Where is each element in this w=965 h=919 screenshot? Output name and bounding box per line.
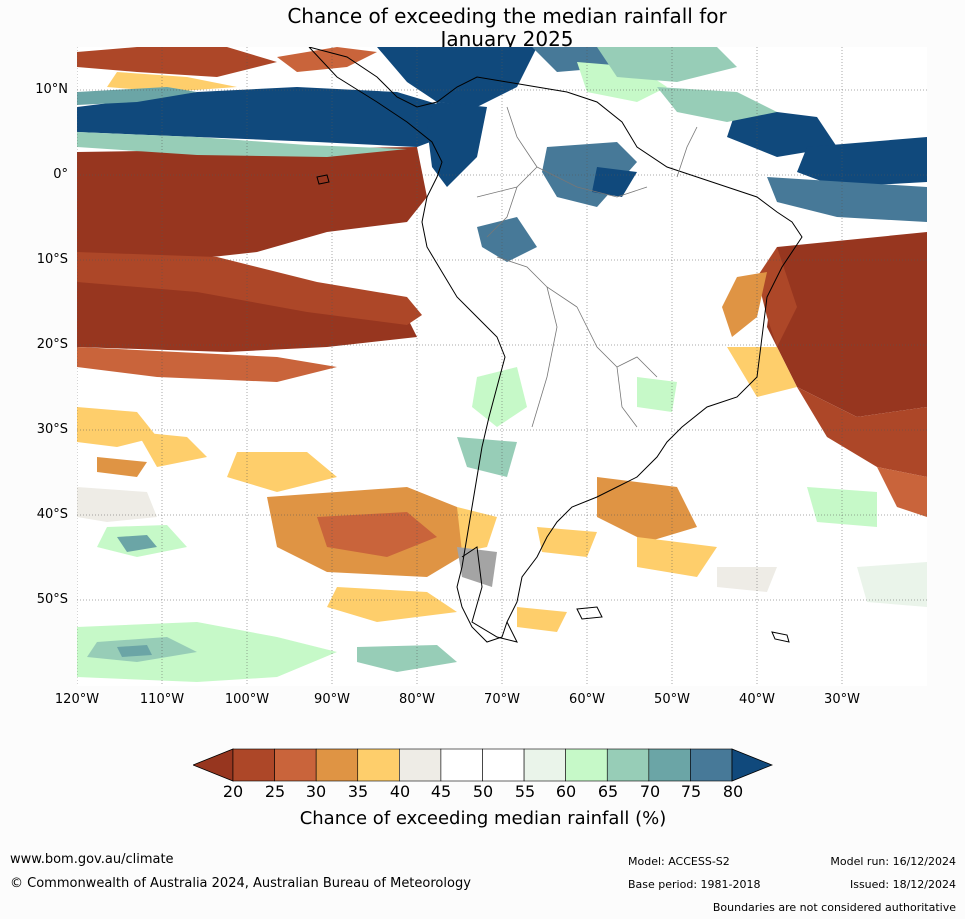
lon-label-120w: 120°W: [54, 692, 100, 707]
colorbar-segment: [690, 748, 733, 782]
dry-band-pacific-3: [77, 252, 422, 325]
colorbar-tick-30: 30: [305, 782, 327, 801]
colorbar-over-arrow: [731, 748, 774, 782]
meta-disclaimer: Boundaries are not considered authoritat…: [712, 901, 956, 914]
dry-edge-pacific: [77, 347, 337, 382]
colorbar-tick-40: 40: [389, 782, 411, 801]
lat-label-50s: 50°S: [36, 592, 68, 607]
lon-label-30w: 30°W: [824, 692, 860, 707]
colorbar-tick-50: 50: [472, 782, 494, 801]
lat-label-40s: 40°S: [36, 507, 68, 522]
meta-issued: Issued: 18/12/2024: [849, 878, 956, 891]
lon-label-60w: 60°W: [569, 692, 605, 707]
chart-title-line1: Chance of exceeding the median rainfall …: [287, 4, 727, 28]
colorbar-tick-70: 70: [639, 782, 661, 801]
colorbar-tick-25: 25: [264, 782, 286, 801]
colorbar-segment: [648, 748, 691, 782]
lon-label-110w: 110°W: [139, 692, 185, 707]
lat-label-0: 0°: [53, 167, 68, 182]
wet-band-itcz: [77, 87, 457, 147]
colorbar-segment: [357, 748, 400, 782]
colorbar-tick-20: 20: [222, 782, 244, 801]
meta-model-run: Model run: 16/12/2024: [830, 855, 956, 868]
meta-model: Model: ACCESS-S2: [628, 855, 730, 868]
dry-top-pacific: [77, 47, 277, 77]
lat-label-20s: 20°S: [36, 337, 68, 352]
lon-label-90w: 90°W: [314, 692, 350, 707]
lon-label-80w: 80°W: [399, 692, 435, 707]
colorbar-label: Chance of exceeding median rainfall (%): [299, 808, 667, 829]
colorbar: [191, 748, 774, 786]
meta-base-period: Base period: 1981-2018: [628, 878, 761, 891]
coastline-south-america: [308, 47, 803, 643]
colorbar-tick-75: 75: [680, 782, 702, 801]
lon-label-100w: 100°W: [224, 692, 270, 707]
colorbar-tick-80: 80: [722, 782, 744, 801]
colorbar-tick-60: 60: [555, 782, 577, 801]
colorbar-segment: [523, 748, 566, 782]
chart-title-line2: January 2025: [440, 27, 574, 51]
colorbar-segment: [440, 748, 483, 782]
lon-label-40w: 40°W: [739, 692, 775, 707]
colorbar-segment: [606, 748, 650, 782]
colorbar-tick-55: 55: [514, 782, 536, 801]
rainfall-map: [77, 47, 927, 686]
lon-label-70w: 70°W: [484, 692, 520, 707]
lat-label-10n: 10°N: [35, 82, 68, 97]
footer-url[interactable]: www.bom.gov.au/climate: [10, 852, 174, 867]
colorbar-under-arrow: [191, 748, 234, 782]
colorbar-tick-35: 35: [347, 782, 369, 801]
dry-atlantic: [767, 232, 927, 417]
colorbar-segment: [565, 748, 608, 782]
wet-amazon: [542, 142, 637, 207]
colorbar-segment: [399, 748, 442, 782]
colorbar-tick-65: 65: [597, 782, 619, 801]
colorbar-segment: [482, 748, 525, 782]
lon-label-50w: 50°W: [654, 692, 690, 707]
lat-label-30s: 30°S: [36, 422, 68, 437]
colorbar-tick-45: 45: [430, 782, 452, 801]
lat-label-10s: 10°S: [36, 252, 68, 267]
colorbar-segment: [315, 748, 359, 782]
colorbar-segment: [232, 748, 275, 782]
footer-copyright: © Commonwealth of Australia 2024, Austra…: [10, 876, 471, 891]
colorbar-segment: [274, 748, 317, 782]
dry-band-pacific: [77, 147, 427, 267]
